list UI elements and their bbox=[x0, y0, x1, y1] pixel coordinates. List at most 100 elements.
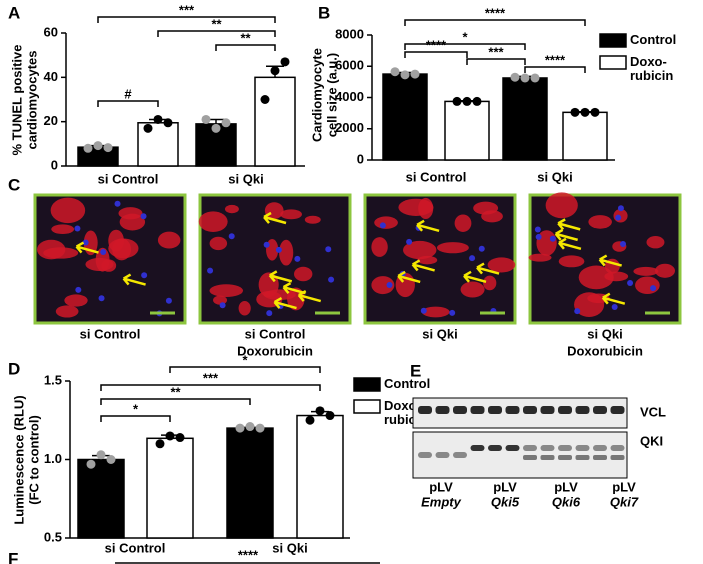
cell bbox=[655, 263, 676, 278]
band bbox=[575, 445, 590, 451]
y-tick-label: 1.5 bbox=[44, 372, 62, 387]
nucleus bbox=[406, 238, 413, 245]
cell bbox=[588, 215, 612, 229]
legend-swatch bbox=[599, 33, 627, 48]
nucleus bbox=[100, 248, 107, 255]
panel-letter: B bbox=[318, 3, 330, 22]
y-tick-label: 0 bbox=[357, 151, 364, 166]
band bbox=[435, 452, 450, 458]
legend-swatch bbox=[353, 399, 381, 414]
data-point bbox=[245, 422, 255, 432]
nucleus bbox=[98, 295, 105, 302]
cell bbox=[304, 215, 321, 224]
bar bbox=[562, 111, 608, 161]
nucleus bbox=[165, 297, 172, 304]
significance-bracket bbox=[466, 58, 526, 65]
nucleus bbox=[263, 241, 270, 248]
x-tick-label: si Qki bbox=[537, 169, 572, 184]
nucleus bbox=[141, 272, 148, 279]
y-tick-label: 1.0 bbox=[44, 451, 62, 466]
arrow bbox=[268, 270, 293, 283]
y-tick-label: 60 bbox=[44, 24, 58, 39]
band bbox=[470, 406, 485, 414]
data-point bbox=[153, 114, 163, 124]
data-point bbox=[520, 73, 530, 83]
cell bbox=[85, 257, 114, 271]
band bbox=[488, 406, 502, 414]
cell bbox=[483, 275, 497, 291]
data-point bbox=[315, 406, 325, 416]
cell bbox=[198, 211, 228, 232]
lane-label: Qki5 bbox=[491, 494, 520, 509]
lane-label: Qki7 bbox=[610, 494, 639, 509]
band bbox=[505, 406, 520, 414]
legend-label: Control bbox=[630, 33, 677, 47]
image-label: Doxorubicin bbox=[237, 343, 313, 358]
cell bbox=[578, 265, 614, 290]
arrow bbox=[263, 211, 287, 225]
x-tick-label: si Control bbox=[105, 540, 166, 555]
nucleus bbox=[275, 246, 282, 253]
nucleus bbox=[615, 214, 622, 221]
nucleus bbox=[379, 222, 386, 229]
y-axis-label: % TUNEL positive bbox=[9, 44, 24, 155]
significance-label: * bbox=[133, 401, 139, 416]
significance-label: # bbox=[124, 86, 132, 101]
cell bbox=[119, 213, 146, 231]
cell bbox=[371, 237, 388, 257]
significance-label: *** bbox=[179, 2, 195, 17]
nucleus bbox=[266, 310, 273, 317]
band bbox=[505, 445, 520, 451]
cell bbox=[108, 238, 139, 259]
cell bbox=[460, 281, 485, 298]
panel-letter: F bbox=[8, 549, 18, 564]
nucleus bbox=[325, 246, 332, 253]
significance-label: ** bbox=[240, 30, 251, 45]
data-point bbox=[410, 69, 420, 79]
band bbox=[610, 406, 625, 414]
significance-label: ** bbox=[170, 384, 181, 399]
image-label: si Qki bbox=[422, 326, 457, 341]
data-point bbox=[221, 118, 231, 128]
bar bbox=[296, 414, 344, 539]
significance-label: **** bbox=[485, 5, 506, 20]
data-point bbox=[462, 96, 472, 106]
arrow bbox=[601, 292, 626, 305]
nucleus bbox=[574, 308, 581, 315]
arrow bbox=[122, 273, 146, 286]
arrow bbox=[397, 270, 421, 284]
data-point bbox=[280, 57, 290, 67]
image-label: si Control bbox=[80, 326, 141, 341]
cell bbox=[374, 216, 398, 229]
image-label: Doxorubicin bbox=[567, 343, 643, 358]
cell bbox=[418, 197, 434, 220]
y-axis-label: Luminescence (RLU) bbox=[11, 395, 26, 524]
data-point bbox=[83, 143, 93, 153]
panel-letter: E bbox=[410, 361, 421, 380]
significance-label: **** bbox=[426, 37, 447, 52]
cell bbox=[64, 294, 88, 307]
legend-item: Control bbox=[630, 33, 677, 47]
data-point bbox=[390, 67, 400, 77]
y-tick-label: 6000 bbox=[335, 58, 364, 73]
nucleus bbox=[650, 285, 657, 292]
cell bbox=[371, 276, 395, 295]
nucleus bbox=[449, 309, 456, 316]
band bbox=[558, 406, 572, 414]
y-tick-label: 0.5 bbox=[44, 529, 62, 544]
significance-label: *** bbox=[203, 370, 219, 385]
data-point bbox=[165, 431, 175, 441]
data-point bbox=[325, 411, 335, 421]
significance-bracket bbox=[100, 384, 321, 391]
data-point bbox=[235, 423, 245, 433]
y-tick-label: 0 bbox=[51, 157, 58, 172]
arrow bbox=[273, 296, 297, 310]
cell bbox=[545, 192, 578, 219]
arrow bbox=[557, 218, 581, 231]
band bbox=[453, 406, 467, 414]
band bbox=[540, 406, 555, 414]
cell bbox=[436, 242, 469, 254]
data-point bbox=[270, 66, 280, 76]
arrow bbox=[75, 241, 99, 254]
